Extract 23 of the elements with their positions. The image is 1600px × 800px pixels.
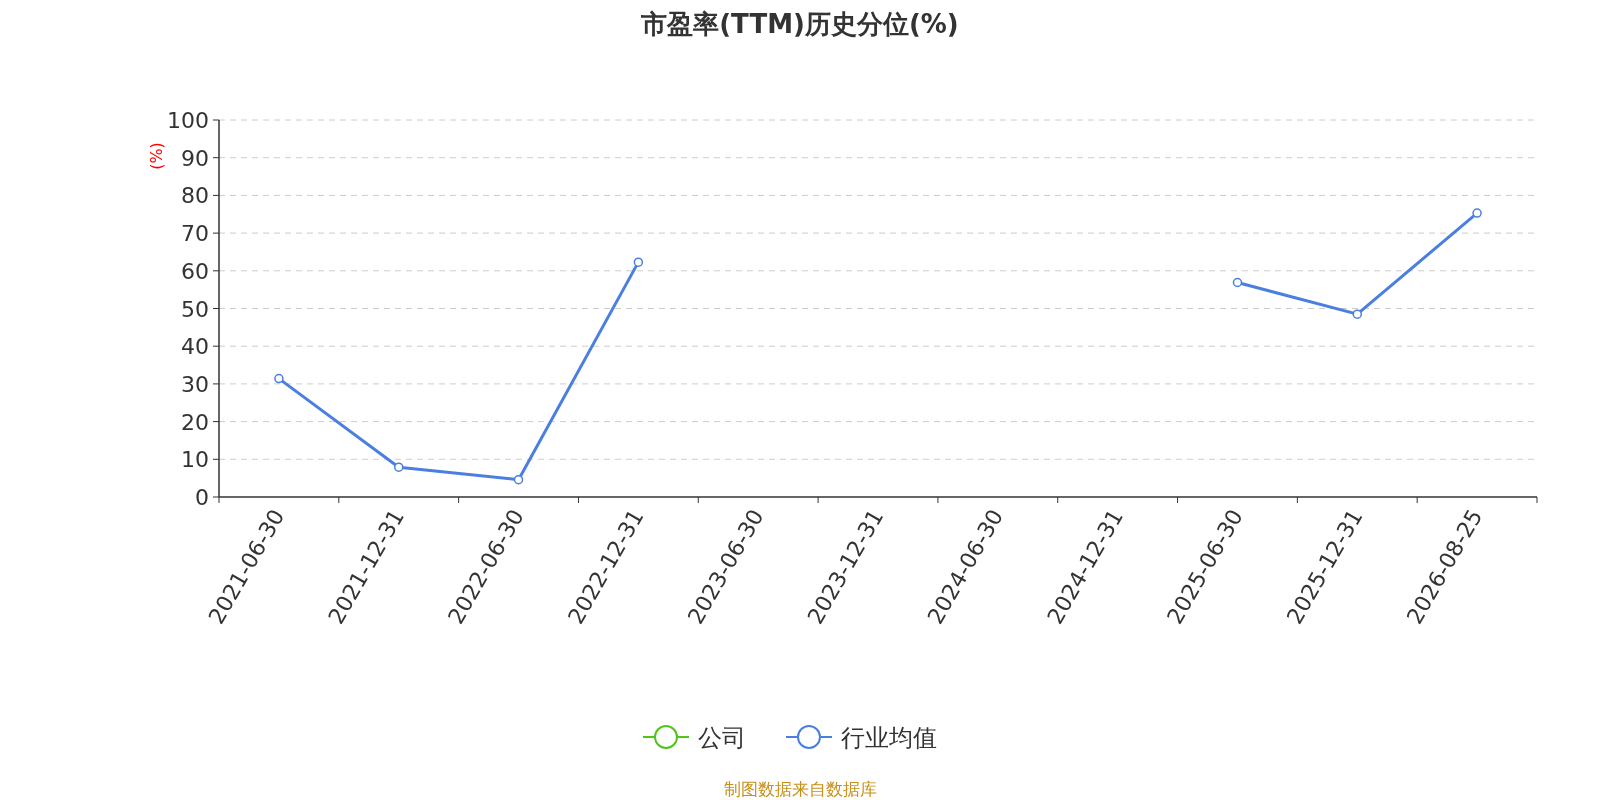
point bbox=[1472, 208, 1482, 218]
y-tick-label: 100 bbox=[167, 108, 209, 133]
y-tick-label: 10 bbox=[181, 447, 209, 473]
point bbox=[633, 257, 644, 267]
y-tick-label: 30 bbox=[181, 371, 209, 397]
y-tick-label: 40 bbox=[181, 334, 209, 360]
point bbox=[393, 462, 404, 472]
point bbox=[1232, 277, 1243, 288]
y-tick-label: 80 bbox=[181, 183, 209, 209]
chart-title: 市盈率(TTM)历史分位(%) bbox=[640, 9, 959, 39]
y-tick-label: 90 bbox=[181, 145, 209, 171]
legend-label: 行业均值 bbox=[841, 724, 937, 752]
y-tick-label: 0 bbox=[195, 485, 209, 510]
text: 制图数据来自数据库 bbox=[723, 779, 877, 799]
y-tick-label: 60 bbox=[181, 258, 209, 284]
point bbox=[1352, 309, 1363, 319]
y-tick-label: 70 bbox=[181, 221, 209, 247]
y-tick-label: 50 bbox=[181, 296, 209, 322]
y-tick-label: 20 bbox=[181, 409, 209, 435]
y-axis-title: (%) bbox=[147, 142, 166, 170]
legend-label: 公司 bbox=[698, 724, 746, 752]
point bbox=[513, 474, 524, 485]
point bbox=[274, 373, 284, 384]
